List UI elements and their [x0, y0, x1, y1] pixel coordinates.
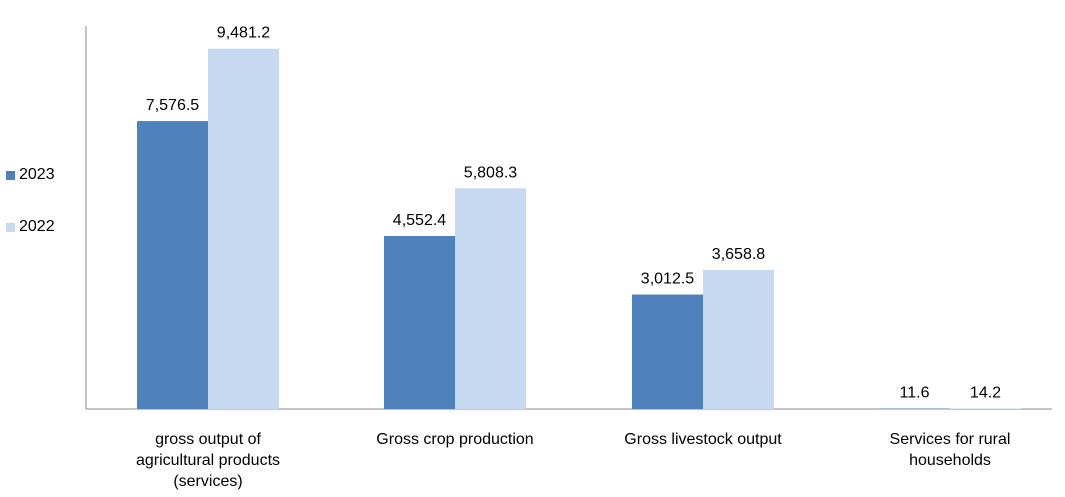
category-label-3-line-1: households — [909, 452, 991, 469]
data-label-2023-3: 11.6 — [900, 385, 930, 402]
data-label-2023-0: 7,576.5 — [146, 97, 199, 114]
bar-2023-2 — [632, 294, 703, 409]
bar-2023-1 — [384, 236, 455, 409]
legend: 2023 2022 — [6, 163, 55, 267]
category-label-2-line-0: Gross livestock output — [624, 431, 782, 448]
category-label-2: Gross livestock output — [624, 431, 782, 448]
data-label-2022-0: 9,481.2 — [217, 25, 270, 42]
data-label-2022-2: 3,658.8 — [712, 246, 765, 263]
legend-swatch-2022 — [6, 222, 15, 232]
data-label-2023-2: 3,012.5 — [641, 271, 694, 288]
legend-label-2023: 2023 — [19, 166, 55, 183]
bar-2023-0 — [137, 121, 208, 409]
category-label-0: gross output of agricultural products (ser… — [136, 431, 280, 490]
bar-2022-1 — [455, 188, 526, 409]
legend-item-2023: 2023 — [6, 163, 55, 187]
category-label-1-line-0: Gross crop production — [376, 431, 533, 448]
bar-2022-0 — [208, 48, 279, 409]
legend-swatch-2023 — [6, 170, 15, 180]
category-label-3-line-0: Services for rural — [890, 431, 1011, 448]
category-label-0-line-1: agricultural products — [136, 452, 280, 469]
data-label-2022-3: 14.2 — [970, 384, 1001, 401]
category-label-0-line-2: (services) — [173, 473, 242, 490]
category-label-3: Services for rural households — [890, 431, 1011, 469]
data-label-2023-1: 4,552.4 — [393, 212, 446, 229]
data-label-2022-1: 5,808.3 — [464, 164, 517, 181]
bar-2022-3 — [950, 408, 1021, 409]
category-label-0-line-0: gross output of — [155, 431, 261, 448]
category-label-1: Gross crop production — [376, 431, 533, 448]
legend-label-2022: 2022 — [19, 218, 55, 235]
bar-2022-2 — [703, 269, 774, 409]
legend-item-2022: 2022 — [6, 215, 55, 239]
